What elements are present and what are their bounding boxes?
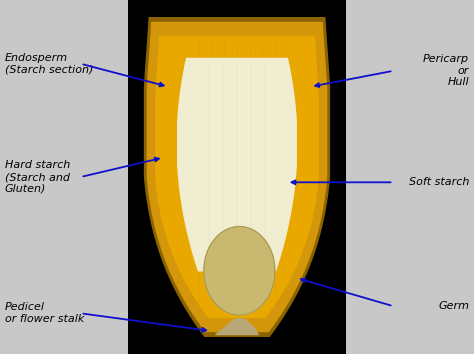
Polygon shape (216, 319, 258, 335)
Polygon shape (155, 37, 319, 317)
Text: Pedicel
or flower stalk: Pedicel or flower stalk (5, 302, 84, 324)
Text: Soft starch: Soft starch (409, 177, 469, 187)
Text: Pericarp
or
Hull: Pericarp or Hull (423, 54, 469, 87)
Text: Endosperm
(Starch section): Endosperm (Starch section) (5, 53, 93, 75)
Text: Hard starch
(Starch and
Gluten): Hard starch (Starch and Gluten) (5, 160, 70, 194)
Bar (128, 0, 346, 354)
Polygon shape (204, 227, 275, 315)
Polygon shape (145, 18, 329, 336)
Text: Germ: Germ (438, 301, 469, 311)
Polygon shape (147, 23, 327, 331)
Polygon shape (178, 58, 296, 271)
